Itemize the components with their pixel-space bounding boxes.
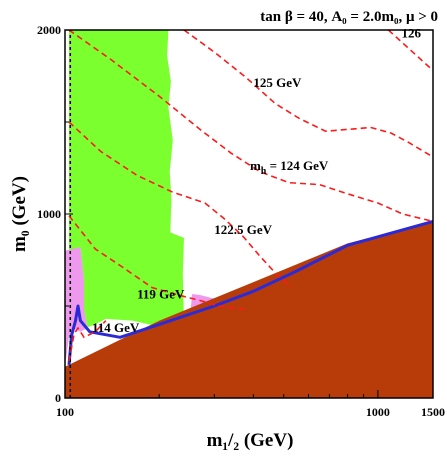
higgs-contour-line [68, 215, 247, 311]
x-tick-label: 100 [56, 405, 74, 419]
relic-density-band [67, 219, 433, 366]
y-tick-label: 2000 [37, 23, 61, 37]
contour-label: 119 GeV [137, 287, 185, 302]
bsgamma-excluded-region [69, 30, 184, 362]
y-axis-label: m₀ (GeV) [9, 176, 30, 252]
higgs-contour-line [68, 30, 433, 223]
x-axis-label: m₁/₂ (GeV) [207, 430, 294, 451]
contour-label: 125 GeV [253, 75, 302, 90]
excluded-regions [65, 30, 433, 398]
x-tick-label: 1500 [421, 405, 445, 419]
axis-ticks: 100 1000 1500 0 1000 2000 [37, 23, 445, 419]
contour-label: mh = 124 GeV [250, 158, 329, 177]
contour-label: 126 [402, 25, 422, 40]
contour-label: 114 GeV [92, 320, 140, 335]
charged-lsp-region [65, 221, 433, 398]
higgs-contour-line [387, 30, 433, 72]
higgs-contour-line [183, 30, 433, 158]
chart-title: tan β = 40, A₀ = 2.0m₀, μ > 0 [260, 9, 438, 25]
higgs-contour-line [68, 320, 107, 362]
contour-label: 122.5 GeV [214, 222, 272, 237]
y-tick-label: 0 [55, 391, 61, 405]
contour-labels: 125 GeV mh = 124 GeV 122.5 GeV 119 GeV 114 G… [92, 25, 422, 334]
higgs-contour-line [68, 121, 293, 289]
higgs-mass-contours [68, 30, 433, 362]
plot-area [65, 30, 433, 398]
x-tick-label: 1000 [366, 405, 390, 419]
y-tick-label: 1000 [37, 207, 61, 221]
